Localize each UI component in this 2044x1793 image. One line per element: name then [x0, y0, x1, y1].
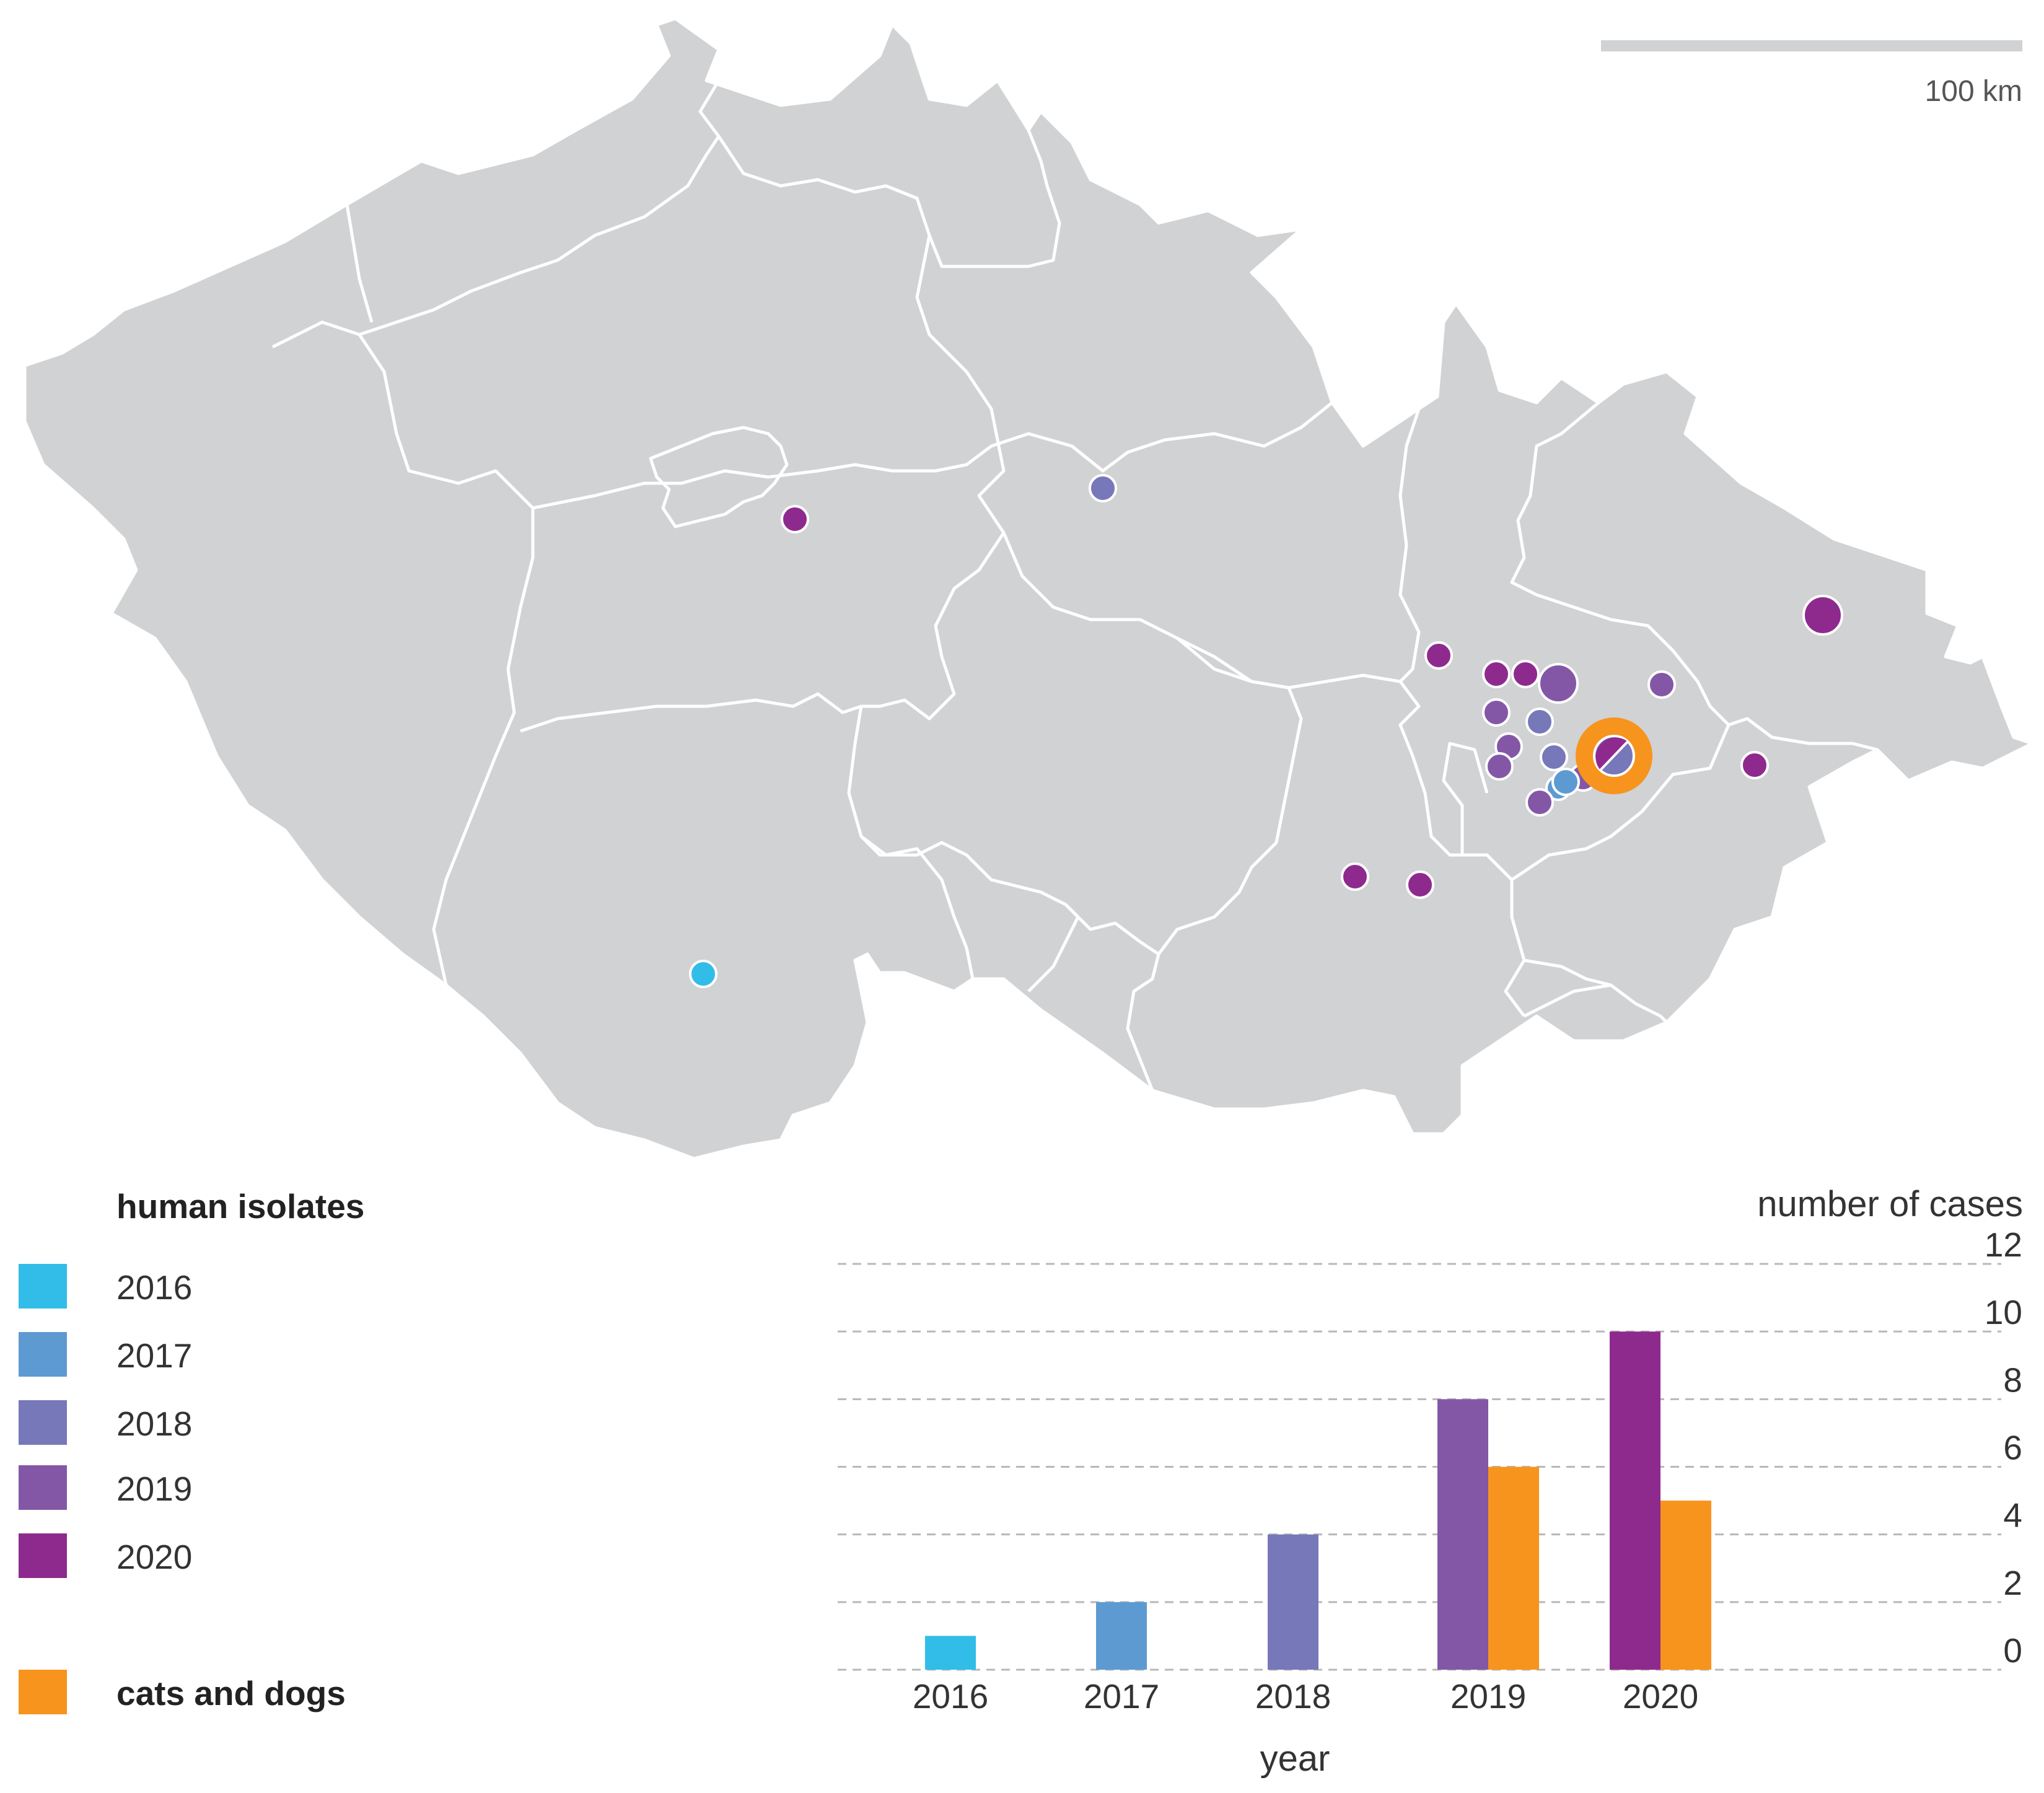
- marker-2019: [1485, 752, 1514, 781]
- region-map: [23, 17, 2034, 1160]
- marker-2020: [1511, 660, 1540, 688]
- legend-swatch: [19, 1332, 67, 1377]
- legend-swatch: [19, 1400, 67, 1445]
- legend-item-cats-dogs: cats and dogs: [19, 1670, 390, 1719]
- bar-human-2018: [1268, 1534, 1318, 1670]
- marker-2019: [1482, 698, 1511, 727]
- x-tick-label: 2019: [1450, 1677, 1526, 1716]
- legend-swatch: [19, 1533, 67, 1578]
- bar-human-2017: [1096, 1602, 1147, 1670]
- country-outline: [23, 17, 2034, 1160]
- bar-human-2020: [1610, 1331, 1660, 1670]
- x-tick-label: 2018: [1255, 1677, 1331, 1716]
- legend-item-2020: 2020: [19, 1533, 390, 1583]
- marker-2018: [1540, 743, 1568, 771]
- legend-item-2016: 2016: [19, 1264, 390, 1313]
- marker-2020: [1424, 641, 1453, 670]
- y-tick-label: 0: [2003, 1631, 2022, 1670]
- y-axis-title: number of cases: [1757, 1184, 2023, 1224]
- legend-swatch: [19, 1670, 67, 1714]
- legend-swatch: [19, 1465, 67, 1510]
- x-tick-label: 2016: [913, 1677, 988, 1716]
- legend-label: 2020: [116, 1538, 193, 1576]
- marker-2020: [1740, 751, 1769, 779]
- marker-2017: [1551, 768, 1580, 796]
- marker-2020: [1406, 870, 1434, 899]
- y-tick-label: 10: [1985, 1293, 2022, 1331]
- y-tick-label: 8: [2003, 1361, 2022, 1399]
- scale-bar-label: 100 km: [1924, 75, 2022, 108]
- marker-2018: [1089, 474, 1117, 502]
- legend-label: 2016: [116, 1268, 193, 1307]
- legend-swatch: [19, 1264, 67, 1309]
- x-axis-title: year: [1260, 1738, 1330, 1779]
- marker-2020: [1482, 660, 1511, 688]
- legend-label: 2019: [116, 1470, 193, 1508]
- x-tick-label: 2017: [1084, 1677, 1159, 1716]
- marker-2020: [1341, 862, 1369, 891]
- legend-item-2018: 2018: [19, 1400, 390, 1450]
- bar-human-2019: [1437, 1399, 1488, 1670]
- bar-cats-dogs-2020: [1660, 1501, 1711, 1670]
- cluster-marker: [1576, 717, 1652, 794]
- marker-2019: [1525, 788, 1554, 817]
- region-borders: [271, 79, 1878, 1091]
- marker-2020: [1802, 595, 1843, 636]
- y-tick-label: 6: [2003, 1429, 2022, 1467]
- bar-human-2016: [925, 1636, 976, 1670]
- legend-item-2017: 2017: [19, 1332, 390, 1382]
- x-tick-label: 2020: [1623, 1677, 1698, 1716]
- legend-title-human: human isolates: [116, 1187, 365, 1225]
- y-tick-label: 2: [2003, 1564, 2022, 1602]
- marker-divider: [1599, 740, 1629, 771]
- legend-item-2019: 2019: [19, 1465, 390, 1515]
- marker-2019: [1647, 670, 1676, 699]
- scale-bar: [1601, 40, 2022, 51]
- case-markers: [689, 474, 1843, 988]
- marker-2020-half: [1595, 737, 1628, 770]
- marker-2020: [781, 505, 809, 533]
- marker-2016: [689, 960, 717, 988]
- legend-label: 2017: [116, 1336, 193, 1375]
- marker-2019: [1538, 663, 1579, 704]
- bar-cats-dogs-2019: [1488, 1466, 1539, 1670]
- y-tick-label: 4: [2003, 1496, 2022, 1535]
- legend-label: 2018: [116, 1405, 193, 1443]
- marker-2018: [1525, 708, 1554, 736]
- legend-label: cats and dogs: [116, 1674, 346, 1712]
- y-tick-label: 12: [1985, 1225, 2022, 1264]
